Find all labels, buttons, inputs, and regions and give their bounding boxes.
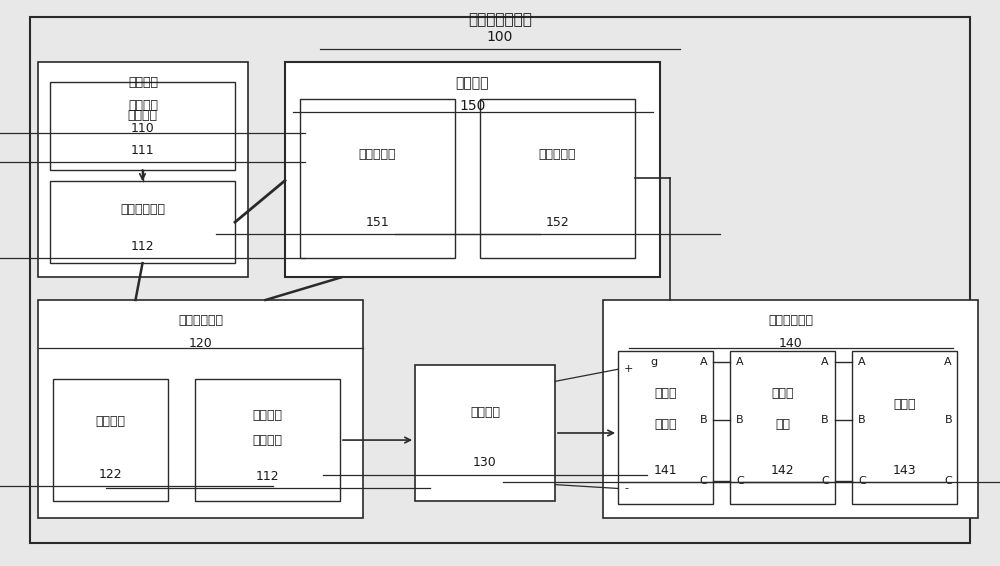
Text: A: A (700, 357, 707, 367)
Text: 步进电机: 步进电机 (96, 415, 126, 428)
Text: 150: 150 (459, 99, 486, 113)
Bar (50, 82, 235, 170)
Bar (53, 379, 168, 501)
Text: C: C (700, 476, 707, 486)
Text: B: B (736, 415, 744, 424)
Bar (480, 99, 635, 258)
Text: 电池模块: 电池模块 (470, 406, 500, 419)
Text: 130: 130 (473, 456, 497, 469)
Text: 太阳能电: 太阳能电 (252, 409, 283, 422)
Text: 141: 141 (654, 464, 677, 477)
Bar (415, 365, 555, 501)
Text: 112: 112 (256, 470, 279, 483)
Text: 池板组件: 池板组件 (252, 434, 283, 447)
Text: 太阳能追踪装置: 太阳能追踪装置 (468, 12, 532, 27)
Text: 112: 112 (131, 241, 154, 253)
Bar (618, 351, 713, 504)
Text: 140: 140 (779, 337, 802, 350)
Text: 三电平: 三电平 (654, 387, 677, 400)
Text: 逆变器: 逆变器 (654, 418, 677, 431)
Text: g: g (651, 357, 658, 367)
Text: C: C (858, 476, 866, 486)
Text: A: A (821, 357, 829, 367)
Text: B: B (944, 415, 952, 424)
Text: A: A (858, 357, 866, 367)
Text: 122: 122 (99, 468, 122, 481)
Text: 主控模块: 主控模块 (456, 76, 489, 91)
Text: 换器: 换器 (775, 418, 790, 431)
Bar (852, 351, 957, 504)
Bar (603, 300, 978, 518)
Text: 110: 110 (131, 122, 155, 135)
Text: +: + (624, 365, 633, 374)
Text: -: - (624, 483, 628, 494)
Text: A: A (736, 357, 744, 367)
Text: 142: 142 (771, 464, 794, 477)
Text: B: B (821, 415, 829, 424)
Bar (285, 62, 660, 277)
Text: 太阳位置: 太阳位置 (128, 76, 158, 89)
Text: 变压器: 变压器 (893, 398, 916, 411)
Text: C: C (944, 476, 952, 486)
Bar (730, 351, 835, 504)
Text: 120: 120 (189, 337, 212, 350)
Text: 第二控制器: 第二控制器 (539, 148, 576, 161)
Text: 检测单元: 检测单元 (128, 109, 158, 122)
Text: C: C (821, 476, 829, 486)
Bar (38, 300, 363, 518)
Bar (195, 379, 340, 501)
Bar (300, 99, 455, 258)
Text: 152: 152 (546, 216, 569, 229)
Text: 143: 143 (893, 464, 916, 477)
Text: 信号转换单元: 信号转换单元 (120, 203, 165, 216)
Text: B: B (700, 415, 707, 424)
Bar (50, 181, 235, 263)
Text: 波形变: 波形变 (771, 387, 794, 400)
Text: 151: 151 (366, 216, 389, 229)
Text: 检测模块: 检测模块 (128, 99, 158, 112)
Text: 逆变输出模块: 逆变输出模块 (768, 314, 813, 327)
Text: C: C (736, 476, 744, 486)
Text: B: B (858, 415, 866, 424)
Text: 111: 111 (131, 144, 154, 157)
Text: 第一控制器: 第一控制器 (359, 148, 396, 161)
Text: A: A (944, 357, 952, 367)
Text: 太阳能板组件: 太阳能板组件 (178, 314, 223, 327)
Text: 100: 100 (487, 30, 513, 44)
Bar (38, 62, 248, 277)
